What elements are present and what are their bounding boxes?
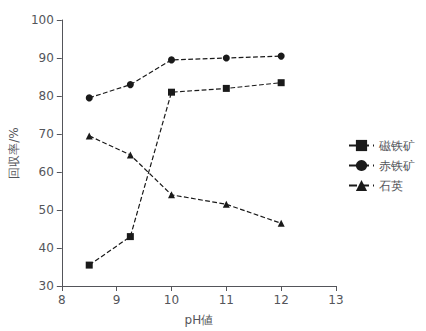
svg-text:9: 9 (113, 293, 121, 307)
svg-text:100: 100 (31, 13, 54, 27)
svg-text:13: 13 (328, 293, 343, 307)
svg-text:50: 50 (39, 203, 54, 217)
svg-text:pH値: pH値 (185, 313, 214, 327)
svg-text:磁铁矿: 磁铁矿 (378, 139, 415, 153)
svg-text:石英: 石英 (379, 179, 403, 193)
svg-text:10: 10 (164, 293, 179, 307)
svg-text:70: 70 (39, 127, 54, 141)
svg-text:11: 11 (219, 293, 234, 307)
svg-text:90: 90 (39, 51, 54, 65)
svg-text:30: 30 (39, 279, 54, 293)
svg-text:60: 60 (39, 165, 54, 179)
svg-text:12: 12 (274, 293, 289, 307)
svg-text:80: 80 (39, 89, 54, 103)
svg-text:8: 8 (58, 293, 66, 307)
svg-text:回収率/%: 回収率/% (7, 127, 21, 178)
svg-text:赤铁矿: 赤铁矿 (379, 159, 415, 173)
svg-text:40: 40 (39, 241, 54, 255)
